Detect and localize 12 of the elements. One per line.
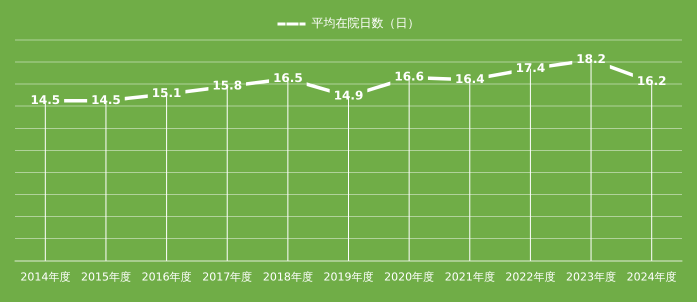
x-tick-label: 2020年度: [384, 270, 434, 284]
x-tick-label: 2017年度: [202, 270, 252, 284]
x-tick-label: 2014年度: [20, 270, 70, 284]
x-tick-label: 2019年度: [324, 270, 374, 284]
x-tick-label: 2018年度: [262, 270, 313, 284]
x-tick-label: 2016年度: [142, 270, 192, 284]
x-tick-label: 2022年度: [505, 270, 556, 284]
x-tick-label: 2021年度: [444, 270, 495, 284]
x-tick-label: 2023年度: [566, 270, 616, 284]
x-tick-label: 2015年度: [80, 270, 131, 284]
x-tick-label: 2024年度: [626, 270, 677, 284]
legend-label: 平均在院日数（日）: [312, 16, 420, 30]
